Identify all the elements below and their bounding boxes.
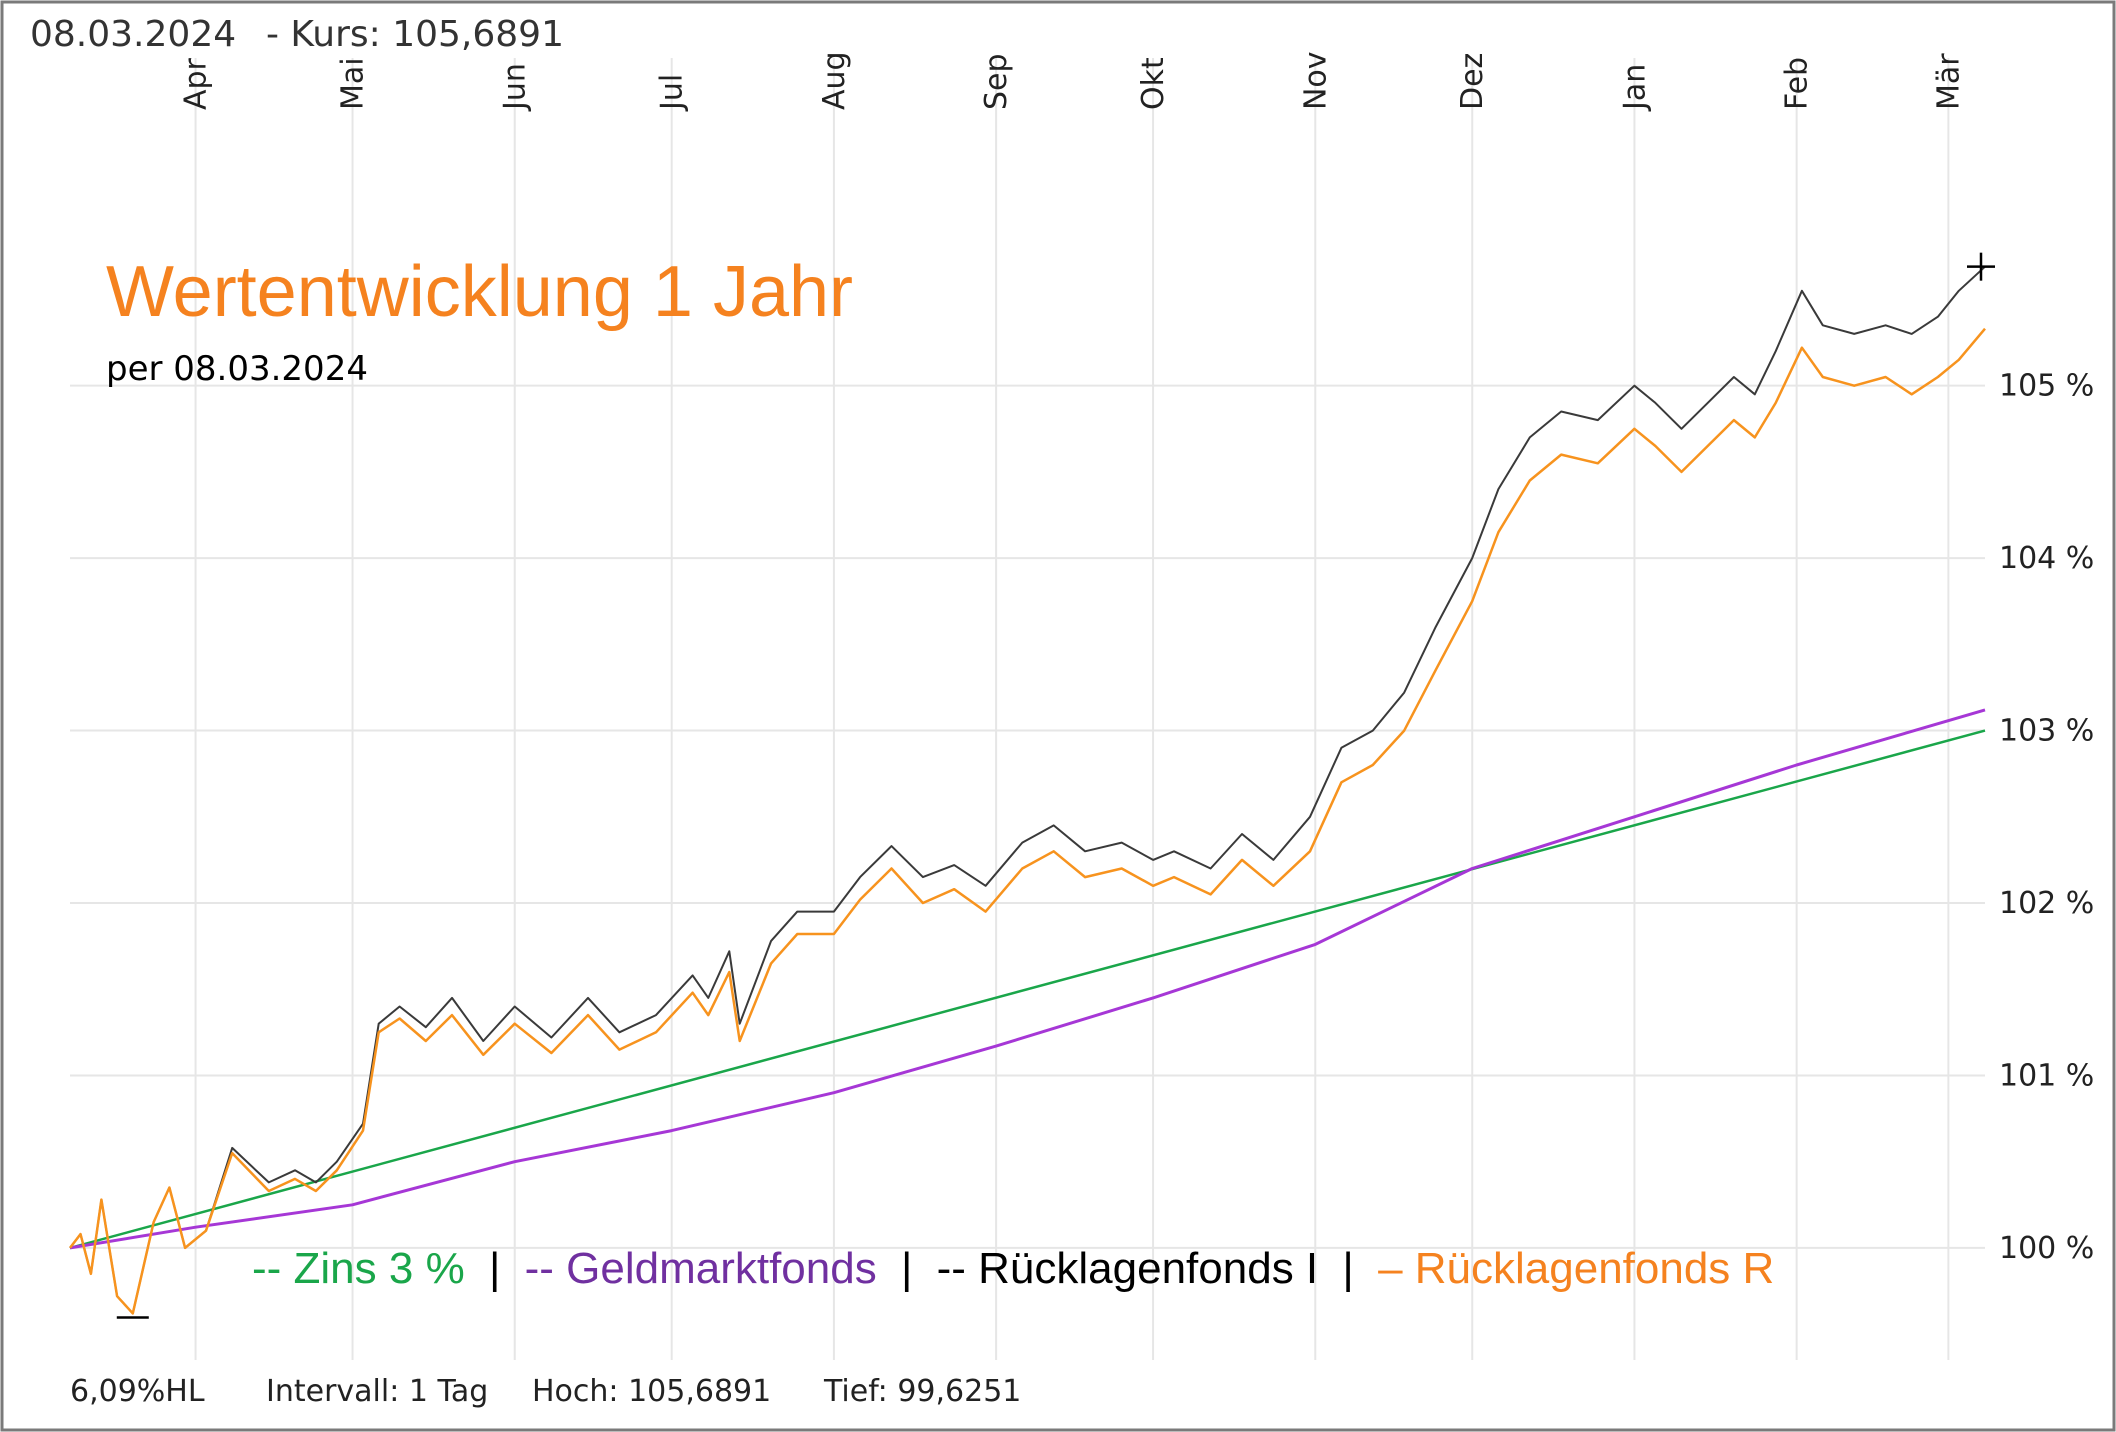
y-tick-label: 101 % — [1999, 1058, 2094, 1093]
legend: -- Zins 3 % | -- Geldmarktfonds | -- Rüc… — [252, 1244, 1774, 1293]
grid — [70, 58, 1985, 1360]
chart-title: Wertentwicklung 1 Jahr — [106, 252, 853, 332]
y-tick-label: 102 % — [1999, 886, 2094, 921]
chart-subtitle: per 08.03.2024 — [106, 349, 368, 389]
x-tick-label: Aug — [817, 51, 852, 110]
series-line — [69, 327, 1986, 1315]
x-tick-label: Feb — [1780, 57, 1815, 110]
series-line — [69, 708, 1986, 1250]
x-tick-label: Dez — [1455, 53, 1490, 110]
x-tick-label: Jun — [498, 63, 533, 112]
legend-sep-3: | — [1342, 1244, 1353, 1293]
footer-high: Hoch: 105,6891 — [532, 1374, 771, 1409]
legend-ruecklagenfonds-r: – Rücklagenfonds R — [1378, 1244, 1774, 1293]
series-line — [69, 729, 1986, 1250]
hi-lo-markers — [116, 252, 1995, 1319]
series-line — [69, 265, 1986, 1315]
footer-low: Tief: 99,6251 — [823, 1374, 1021, 1409]
x-tick-label: Jan — [1617, 64, 1652, 112]
legend-geldmarktfonds: -- Geldmarktfonds — [525, 1244, 877, 1293]
x-axis-ticks: Apr Mai Jun Jul Aug Sep Okt Nov Dez Jan Feb Mär — [179, 51, 1967, 112]
y-tick-label: 105 % — [1999, 369, 2094, 404]
x-tick-label: Mai — [336, 57, 371, 110]
y-tick-label: 104 % — [1999, 541, 2094, 576]
header-kurs: - Kurs: 105,6891 — [266, 14, 564, 55]
series-lines — [69, 265, 1986, 1315]
legend-ruecklagenfonds-i: -- Rücklagenfonds I — [937, 1244, 1319, 1293]
legend-sep-1: | — [489, 1244, 500, 1293]
x-tick-label: Okt — [1136, 57, 1171, 110]
x-tick-label: Jul — [655, 74, 690, 112]
y-tick-label: 103 % — [1999, 714, 2094, 749]
footer-range: 6,09%HL — [70, 1374, 205, 1409]
legend-zins: -- Zins 3 % — [252, 1244, 465, 1293]
x-tick-label: Apr — [179, 57, 214, 110]
footer-interval: Intervall: 1 Tag — [266, 1374, 488, 1409]
x-tick-label: Mär — [1931, 53, 1966, 110]
legend-sep-2: | — [901, 1244, 912, 1293]
y-axis-ticks: 100 % 101 % 102 % 103 % 104 % 105 % — [1999, 369, 2094, 1266]
x-tick-label: Sep — [979, 53, 1014, 110]
y-tick-label: 100 % — [1999, 1231, 2094, 1266]
header-date: 08.03.2024 — [30, 14, 236, 55]
x-tick-label: Nov — [1298, 51, 1333, 110]
